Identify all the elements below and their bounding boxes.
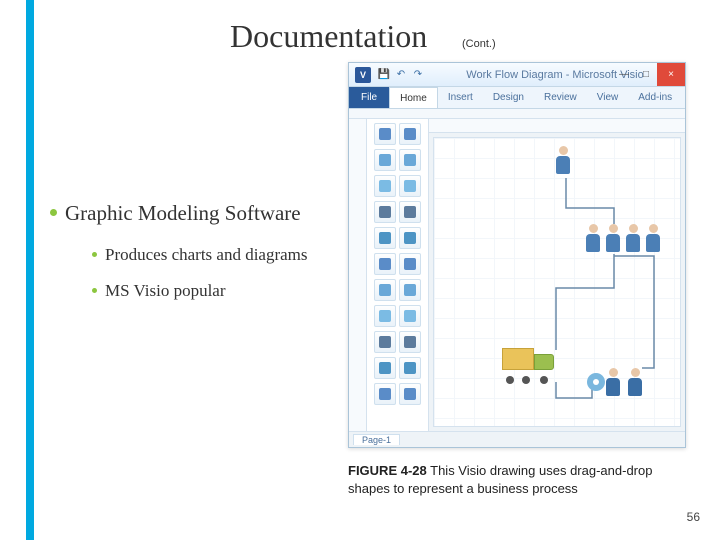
bullet-main: Graphic Modeling Software <box>50 200 320 226</box>
bullet-dot-icon <box>92 252 97 257</box>
bullet-list: Graphic Modeling Software Produces chart… <box>50 200 320 315</box>
visio-titlebar: V 💾 ↶ ↷ Work Flow Diagram - Microsoft Vi… <box>349 63 685 87</box>
stencil-shape-icon[interactable] <box>399 279 421 301</box>
stencil-shape-icon[interactable] <box>399 227 421 249</box>
minimize-button[interactable]: — <box>613 63 635 86</box>
tab-review[interactable]: Review <box>534 87 587 108</box>
page-number: 56 <box>687 510 700 524</box>
stencil-shape-icon[interactable] <box>399 305 421 327</box>
save-icon[interactable]: 💾 <box>377 68 391 82</box>
horizontal-ruler <box>429 119 685 133</box>
bullet-sub-text: MS Visio popular <box>105 280 226 301</box>
stencil-shape-icon[interactable] <box>399 331 421 353</box>
stencil-shape-icon[interactable] <box>399 253 421 275</box>
tab-design[interactable]: Design <box>483 87 534 108</box>
person-shape[interactable] <box>554 146 572 176</box>
page-tabs: Page-1 <box>349 431 685 447</box>
quick-access-toolbar: 💾 ↶ ↷ <box>377 68 425 82</box>
figure-caption: FIGURE 4-28 This Visio drawing uses drag… <box>348 462 692 497</box>
stencil-shape-icon[interactable] <box>374 253 396 275</box>
close-button[interactable]: × <box>657 63 685 86</box>
tab-addins[interactable]: Add-ins <box>628 87 682 108</box>
stencil-shape-icon[interactable] <box>374 279 396 301</box>
redo-icon[interactable]: ↷ <box>411 68 425 82</box>
person-shape[interactable] <box>604 224 622 254</box>
accent-bar <box>26 0 34 540</box>
vertical-ruler <box>349 119 367 431</box>
stencil-shape-icon[interactable] <box>374 383 396 405</box>
ribbon-body <box>349 109 685 119</box>
window-buttons: — □ × <box>613 63 685 86</box>
stencil-shape-icon[interactable] <box>399 357 421 379</box>
person-shape[interactable] <box>624 224 642 254</box>
slide-title-cont: (Cont.) <box>462 38 496 50</box>
person-shape[interactable] <box>626 368 644 398</box>
ribbon-tabs: File Home Insert Design Review View Add-… <box>349 87 685 109</box>
stencil-shape-icon[interactable] <box>374 123 396 145</box>
stencil-shape-icon[interactable] <box>374 227 396 249</box>
stencil-shape-icon[interactable] <box>399 201 421 223</box>
maximize-button[interactable]: □ <box>635 63 657 86</box>
visio-app-icon: V <box>355 67 371 83</box>
person-shape[interactable] <box>584 224 602 254</box>
person-shape[interactable] <box>644 224 662 254</box>
bullet-sub-text: Produces charts and diagrams <box>105 244 308 265</box>
bullet-main-text: Graphic Modeling Software <box>65 200 301 226</box>
stencil-shape-icon[interactable] <box>399 149 421 171</box>
figure-label: FIGURE 4-28 <box>348 463 427 478</box>
stencil-shape-icon[interactable] <box>374 357 396 379</box>
bullet-dot-icon <box>50 209 57 216</box>
stencil-shape-icon[interactable] <box>374 149 396 171</box>
stencil-shape-icon[interactable] <box>399 123 421 145</box>
stencil-shape-icon[interactable] <box>399 383 421 405</box>
workspace <box>349 119 685 431</box>
canvas-wrap <box>429 119 685 431</box>
slide-title: Documentation <box>230 18 427 55</box>
tab-view[interactable]: View <box>587 87 629 108</box>
stencil-shape-icon[interactable] <box>399 175 421 197</box>
tab-home[interactable]: Home <box>389 87 438 108</box>
stencil-shape-icon[interactable] <box>374 305 396 327</box>
tab-file[interactable]: File <box>349 87 389 108</box>
stencil-shape-icon[interactable] <box>374 331 396 353</box>
tab-insert[interactable]: Insert <box>438 87 483 108</box>
bullet-sub: MS Visio popular <box>92 280 320 301</box>
undo-icon[interactable]: ↶ <box>394 68 408 82</box>
drawing-canvas[interactable] <box>433 137 681 427</box>
bullet-sub: Produces charts and diagrams <box>92 244 320 265</box>
truck-shape[interactable] <box>502 348 556 382</box>
visio-window: V 💾 ↶ ↷ Work Flow Diagram - Microsoft Vi… <box>348 62 686 448</box>
bullet-dot-icon <box>92 288 97 293</box>
page-tab[interactable]: Page-1 <box>353 434 400 445</box>
stencil-shape-icon[interactable] <box>374 175 396 197</box>
gear-shape[interactable] <box>584 370 608 394</box>
stencil-shape-icon[interactable] <box>374 201 396 223</box>
stencil-pane <box>367 119 429 431</box>
